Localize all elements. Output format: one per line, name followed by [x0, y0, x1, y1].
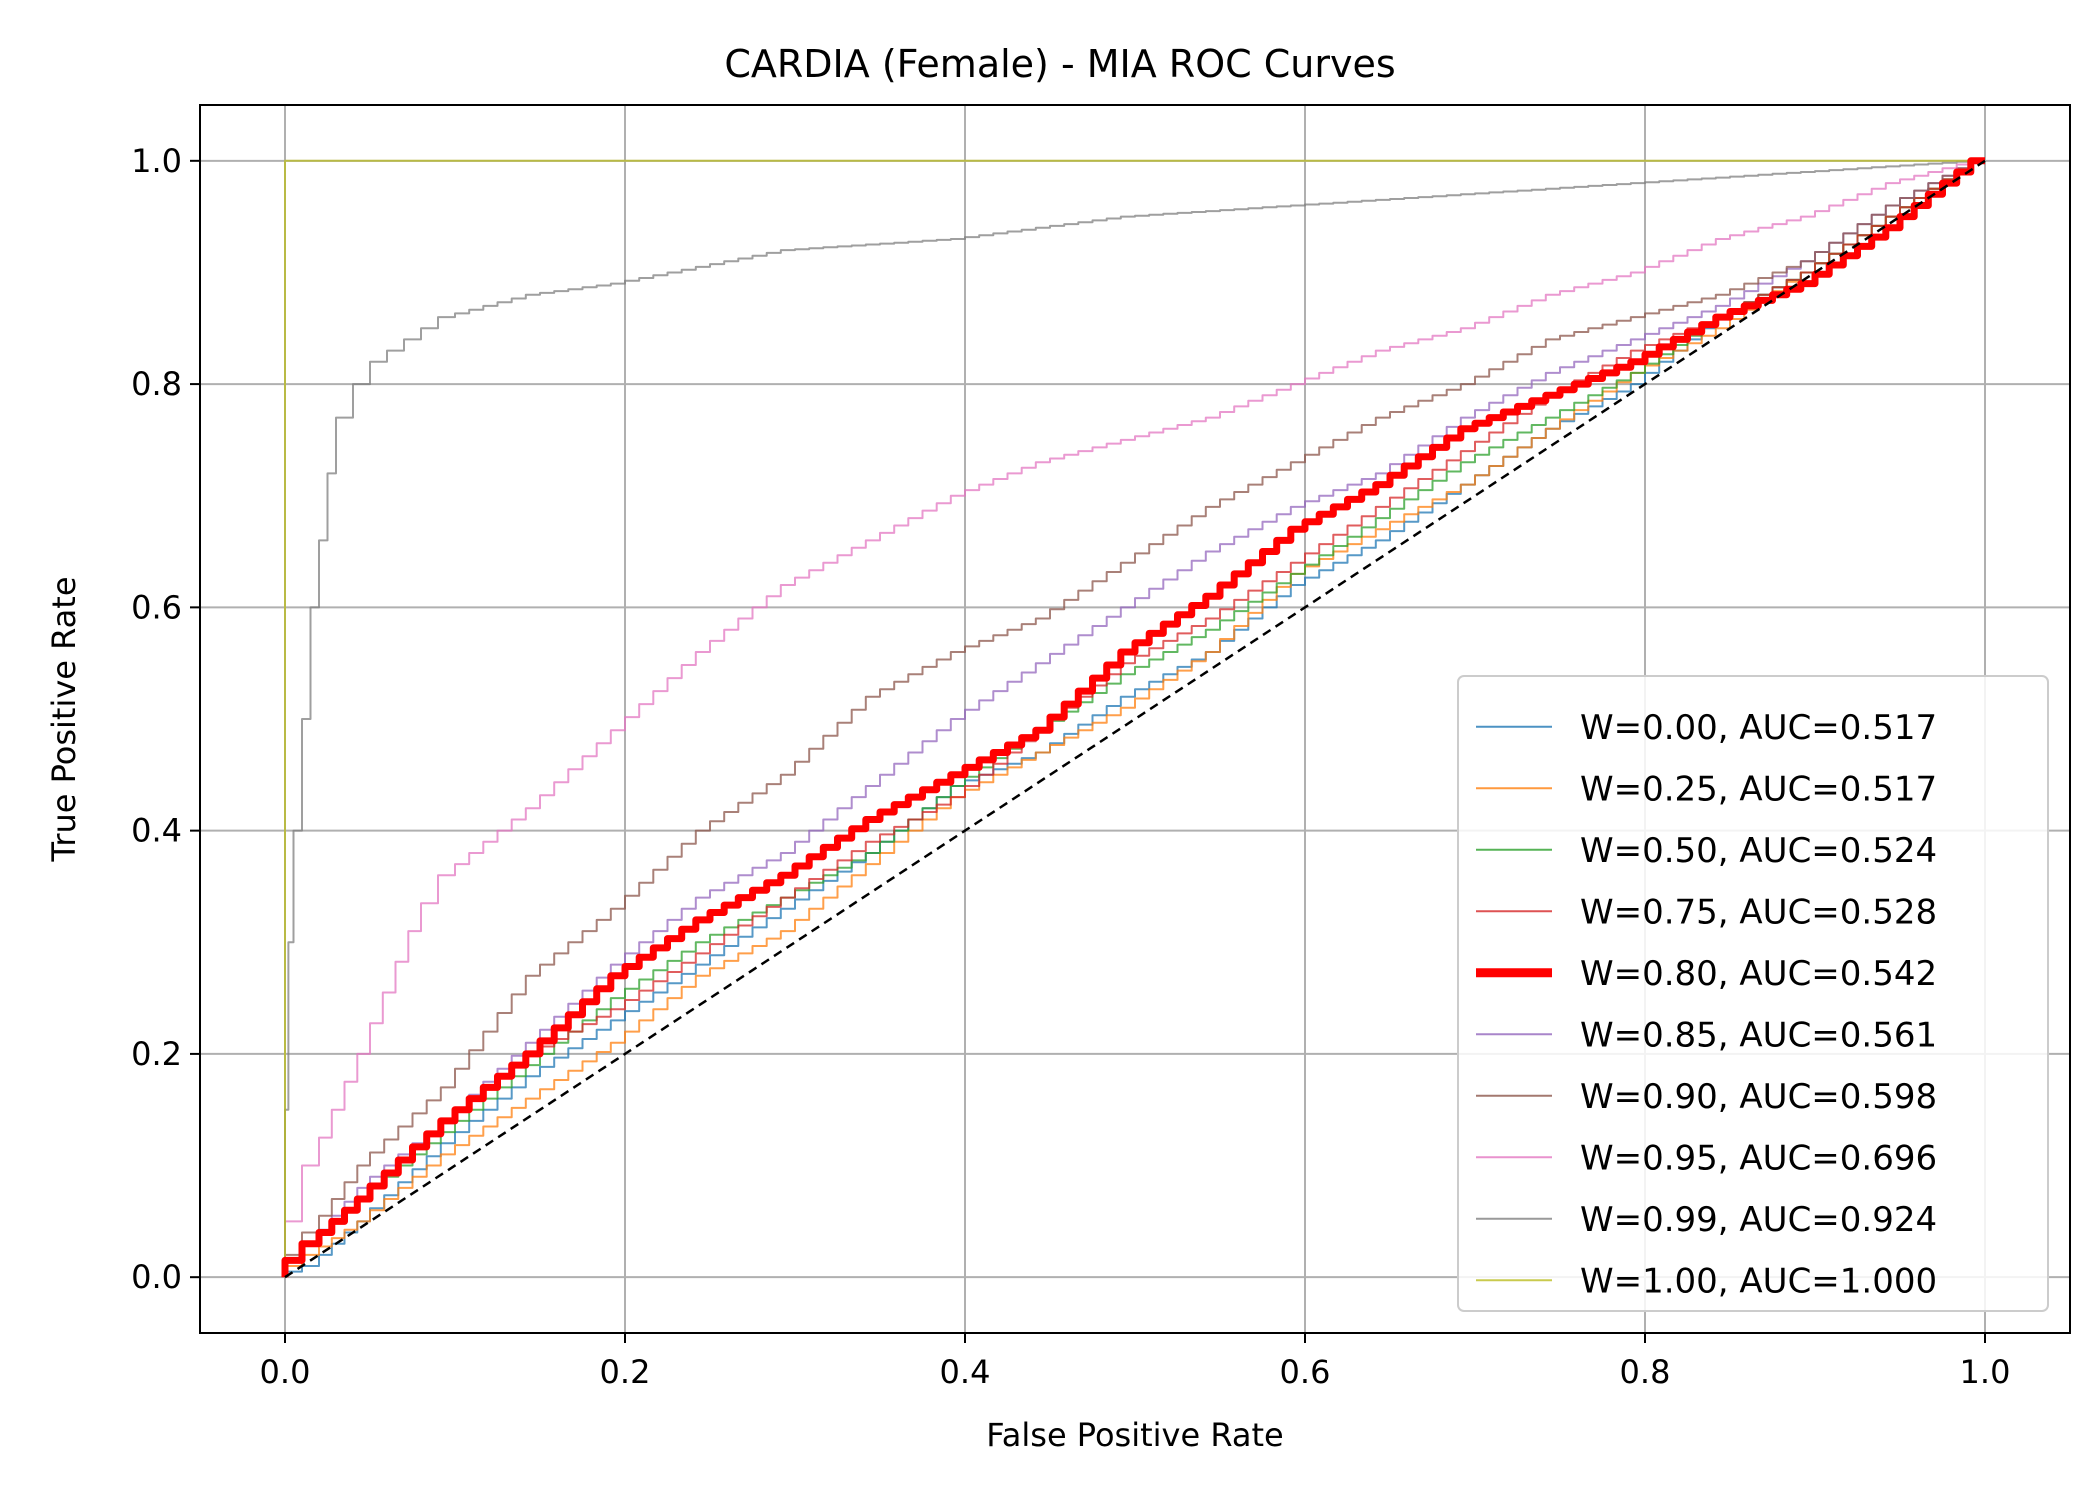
series-line-7	[284, 159, 1985, 1278]
legend-box	[1457, 675, 2049, 1312]
x-tick-label: 0.2	[600, 1353, 651, 1391]
x-axis-label: False Positive Rate	[986, 1416, 1283, 1454]
legend-label-5: W=0.85, AUC=0.561	[1580, 1015, 1937, 1055]
legend: W=0.00, AUC=0.517 W=0.25, AUC=0.517 W=0.50…	[1457, 675, 2049, 1312]
x-tick-label: 0.6	[1280, 1353, 1331, 1391]
y-axis-label: True Positive Rate	[45, 576, 83, 862]
y-tick-label: 0.2	[131, 1035, 182, 1073]
y-tick-label: 0.6	[131, 588, 182, 626]
chart-title: CARDIA (Female) - MIA ROC Curves	[724, 42, 1395, 86]
chance-diagonal-line	[284, 159, 1986, 1279]
series-line-8	[284, 159, 1985, 1278]
series-line-4	[281, 157, 1985, 1278]
series-line-2	[284, 159, 1985, 1278]
legend-label-0: W=0.00, AUC=0.517	[1580, 708, 1937, 748]
series-line-1	[284, 159, 1985, 1278]
x-tick-label: 0.4	[940, 1353, 991, 1391]
y-tick-label: 0.0	[131, 1258, 182, 1296]
series-layer	[281, 157, 1986, 1279]
y-tick-label: 0.8	[131, 365, 182, 403]
legend-label-7: W=0.95, AUC=0.696	[1580, 1138, 1937, 1178]
legend-label-1: W=0.25, AUC=0.517	[1580, 769, 1937, 809]
legend-label-3: W=0.75, AUC=0.528	[1580, 892, 1937, 932]
legend-label-9: W=1.00, AUC=1.000	[1580, 1261, 1937, 1301]
series-line-6	[284, 159, 1985, 1278]
x-tick-label: 1.0	[1960, 1353, 2011, 1391]
ticks: 0.0 0.2 0.4 0.6 0.8 1.0 0.0 0.2 0.4 0.6 0.8 1.0	[131, 142, 2010, 1391]
legend-label-6: W=0.90, AUC=0.598	[1580, 1077, 1937, 1117]
x-tick-label: 0.0	[260, 1353, 311, 1391]
legend-label-8: W=0.99, AUC=0.924	[1580, 1200, 1937, 1240]
x-tick-label: 0.8	[1620, 1353, 1671, 1391]
plot-frame	[199, 104, 2071, 1334]
y-tick-label: 1.0	[131, 142, 182, 180]
legend-label-4: W=0.80, AUC=0.542	[1580, 954, 1937, 994]
series-line-9	[284, 159, 1985, 1278]
legend-label-2: W=0.50, AUC=0.524	[1580, 831, 1937, 871]
y-tick-label: 0.4	[131, 812, 182, 850]
